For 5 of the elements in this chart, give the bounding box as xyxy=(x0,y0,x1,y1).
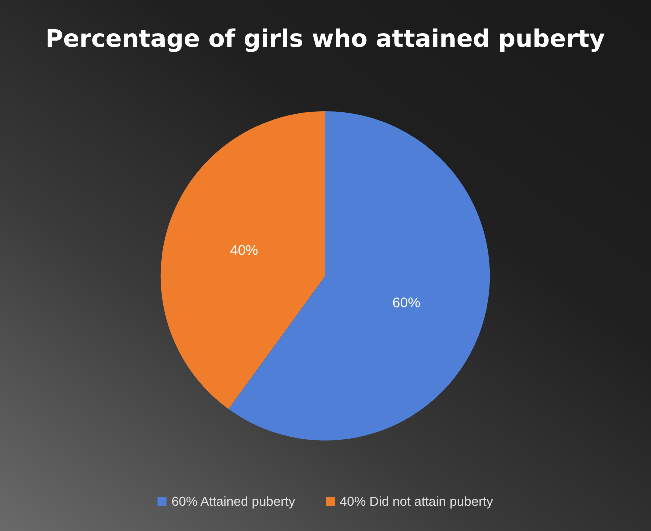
chart-title: Percentage of girls who attained puberty xyxy=(46,25,606,53)
data-label: 60% xyxy=(392,294,421,310)
legend-label: 40% Did not attain puberty xyxy=(340,494,494,509)
legend-label: 60% Attained puberty xyxy=(172,494,296,509)
data-label: 40% xyxy=(230,242,258,258)
